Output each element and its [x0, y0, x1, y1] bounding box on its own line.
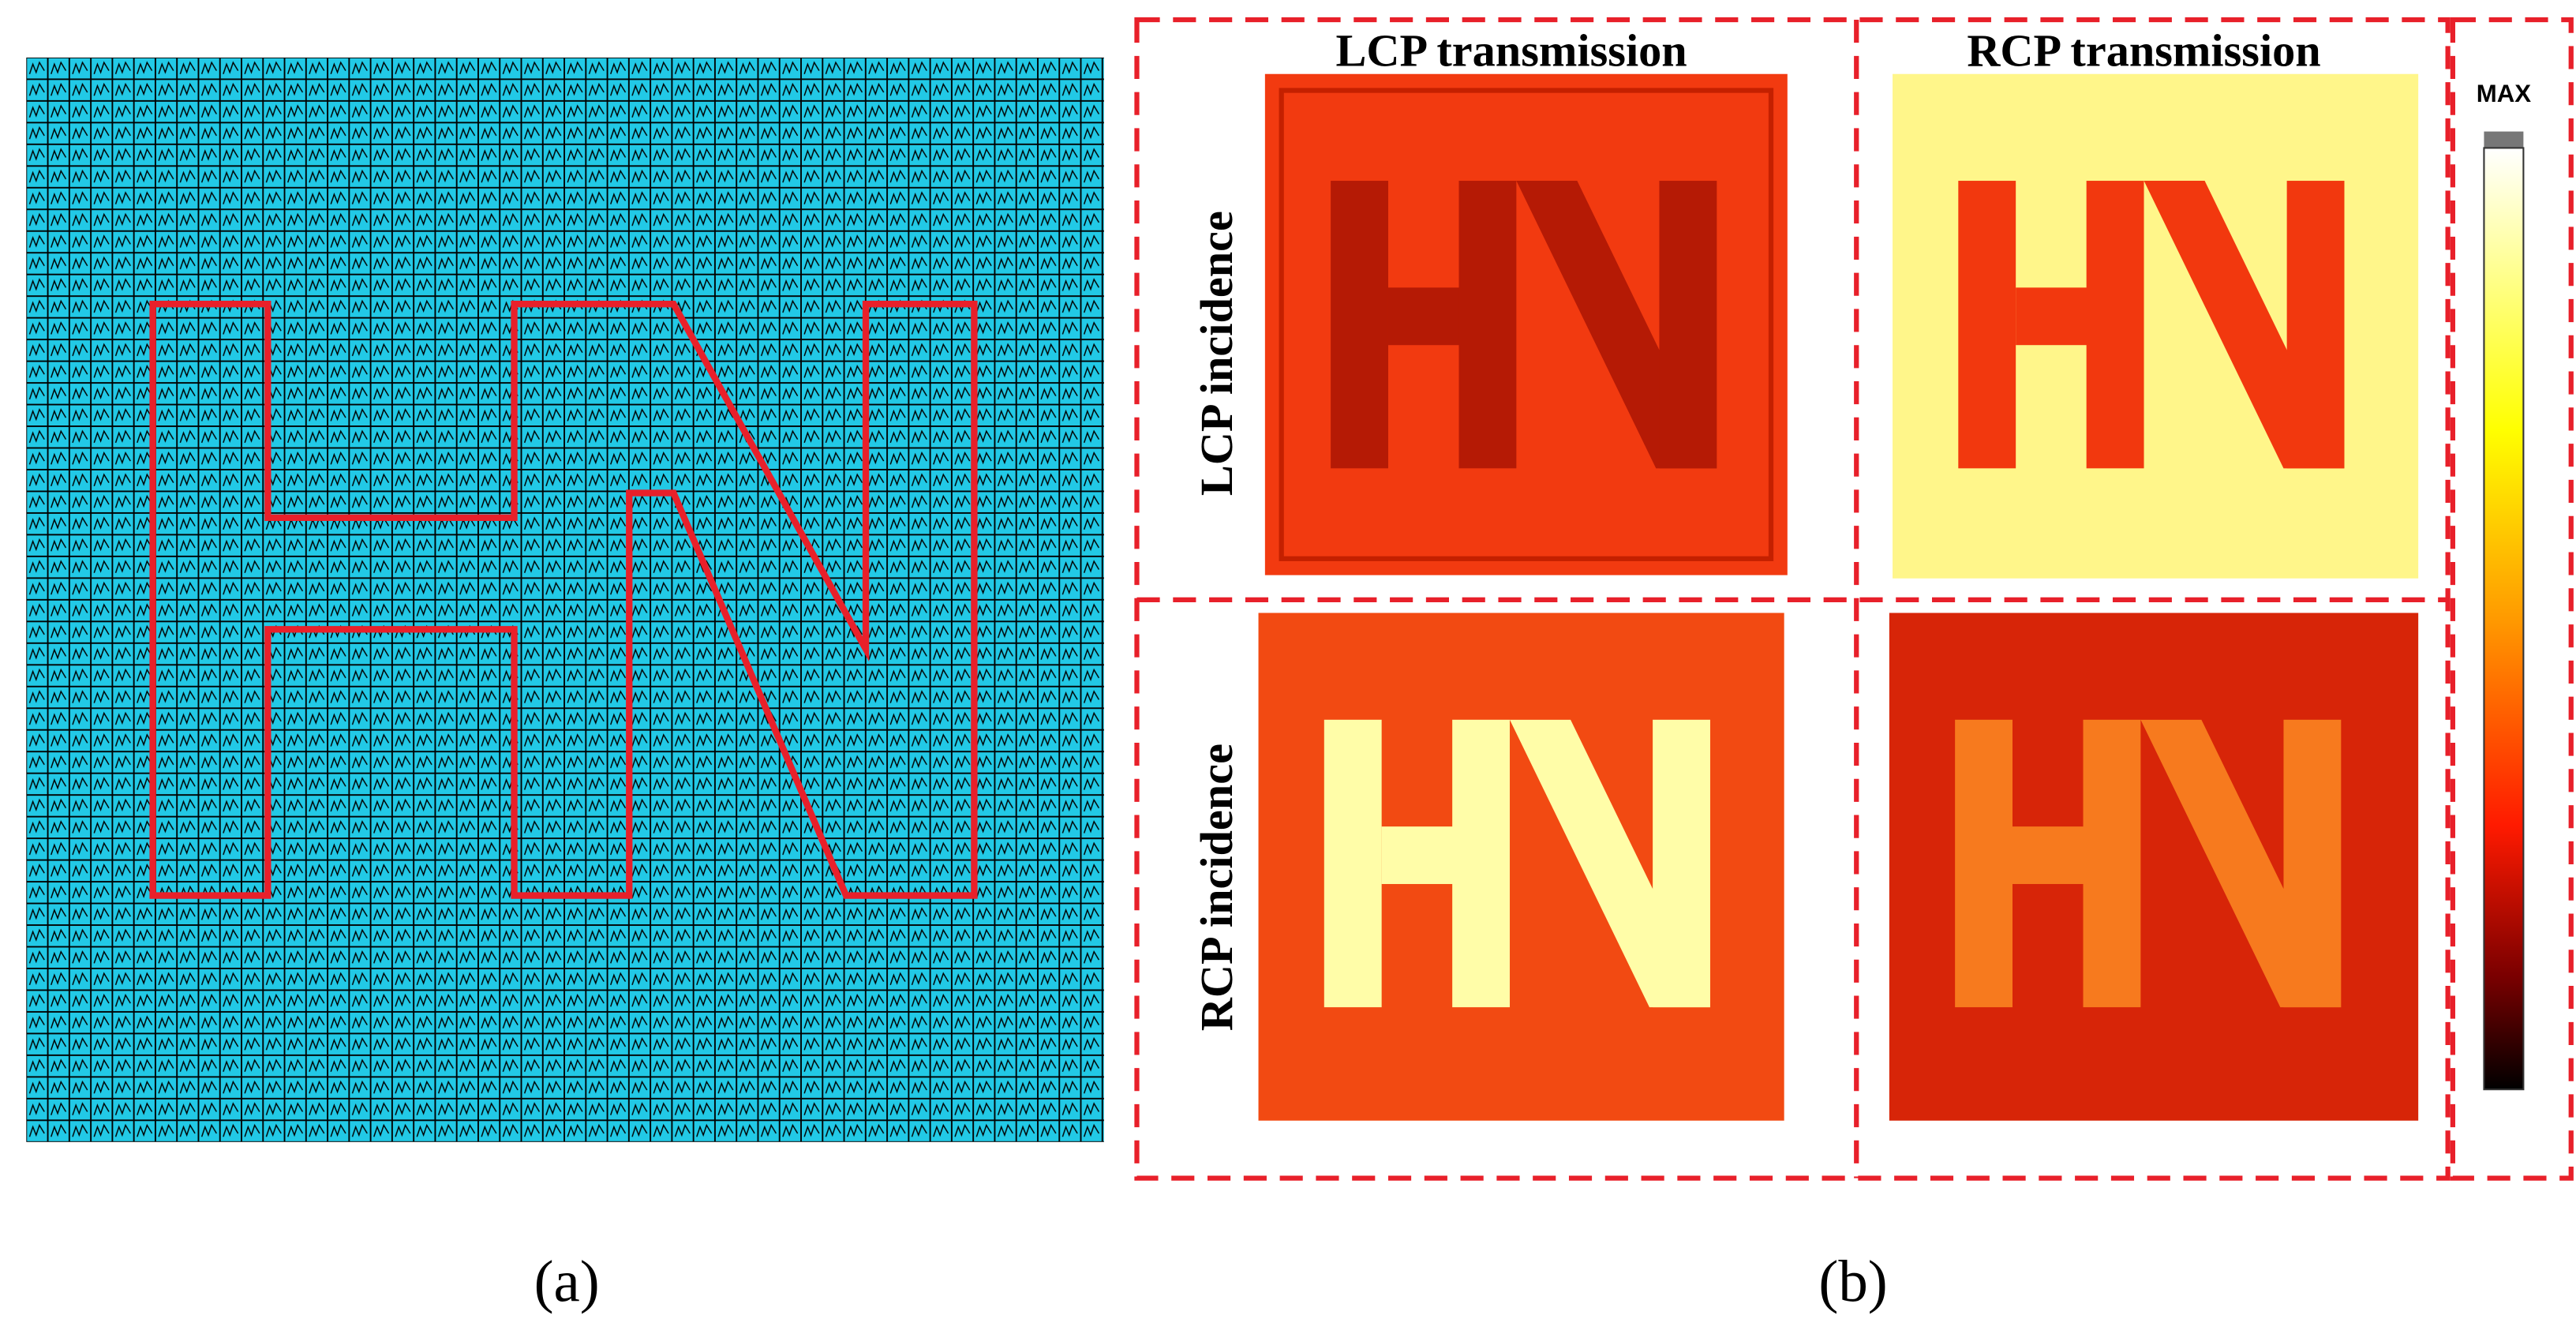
- colorbar-frame: [2450, 17, 2574, 1181]
- column-header: RCP transmission: [1967, 24, 2320, 76]
- metasurface-array: [26, 57, 1104, 1142]
- hn-outline: [149, 301, 978, 899]
- colorbar-cap: [2484, 131, 2524, 148]
- panel-a: (a): [26, 57, 1104, 1315]
- column-header: LCP transmission: [1336, 24, 1687, 76]
- panel-label: (b): [1818, 1249, 1887, 1315]
- colorbar-label: MAX: [2477, 80, 2532, 107]
- heatmap: [1264, 73, 1788, 575]
- row-header: RCP incidence: [1191, 744, 1242, 1031]
- heatmap: [1893, 73, 2419, 579]
- heatmap: [1889, 613, 2419, 1121]
- colorbar: [2483, 147, 2525, 1091]
- panel-label: (a): [534, 1249, 600, 1315]
- panel-b: LCP transmission RCP transmission LCP in…: [1134, 17, 2574, 1315]
- heatmap: [1258, 613, 1784, 1121]
- row-header: LCP incidence: [1191, 211, 1242, 496]
